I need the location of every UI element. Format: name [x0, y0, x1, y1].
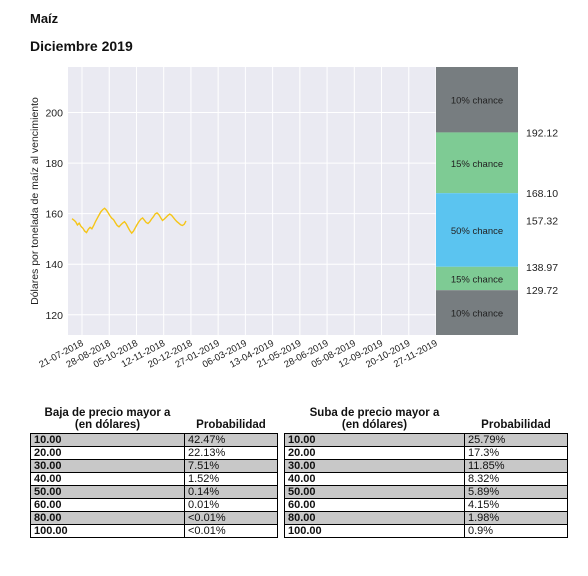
- drop-row-3: 40.00 1.52%: [30, 472, 278, 486]
- rise-row-5: 60.00 4.15%: [284, 498, 568, 512]
- level-0: 192.12: [526, 127, 558, 139]
- rise-threshold: 60.00: [284, 498, 465, 512]
- rise-probability: 17.3%: [464, 446, 568, 460]
- price-probability-chart: 10% chance 15% chance 50% chance 15% chance…: [29, 67, 558, 371]
- rise-threshold: 80.00: [284, 511, 465, 525]
- price-rise-table: Suba de precio mayor a (en dólares) Proba…: [284, 407, 568, 538]
- contract-title: Diciembre 2019: [30, 38, 133, 54]
- y-tick-1: 140: [45, 259, 63, 271]
- drop-probability: <0.01%: [184, 524, 278, 538]
- drop-threshold: 100.00: [30, 524, 185, 538]
- y-axis-label: Dólares por tonelada de maíz al vencimie…: [29, 97, 41, 305]
- rise-threshold: 50.00: [284, 485, 465, 499]
- band-2: [436, 193, 518, 267]
- rise-probability: 11.85%: [464, 459, 568, 473]
- drop-threshold: 10.00: [30, 433, 185, 447]
- rise-row-1: 20.00 17.3%: [284, 446, 568, 460]
- drop-probability: 7.51%: [184, 459, 278, 473]
- rise-header-probability: Probabilidad: [481, 419, 551, 431]
- rise-threshold: 40.00: [284, 472, 465, 486]
- band-label-1: 15% chance: [451, 159, 503, 170]
- band-label-0: 10% chance: [451, 96, 503, 107]
- band-label-4: 10% chance: [451, 309, 503, 320]
- drop-probability: 0.14%: [184, 485, 278, 499]
- probability-bands: 10% chance 15% chance 50% chance 15% chance…: [436, 67, 518, 335]
- rise-threshold: 10.00: [284, 433, 465, 447]
- rise-row-6: 80.00 1.98%: [284, 511, 568, 525]
- drop-row-4: 50.00 0.14%: [30, 485, 278, 499]
- level-3: 138.97: [526, 262, 558, 274]
- price-drop-table: Baja de precio mayor a (en dólares) Proba…: [30, 407, 278, 538]
- rise-row-7: 100.00 0.9%: [284, 524, 568, 538]
- drop-header-label: Baja de precio mayor a (en dólares): [44, 407, 171, 431]
- drop-row-7: 100.00 <0.01%: [30, 524, 278, 538]
- rise-probability: 25.79%: [464, 433, 568, 447]
- level-1: 168.10: [526, 188, 558, 200]
- drop-probability: 42.47%: [184, 433, 278, 447]
- drop-threshold: 30.00: [30, 459, 185, 473]
- commodity-title: Maíz: [30, 11, 59, 26]
- rise-row-0: 10.00 25.79%: [284, 433, 568, 447]
- drop-probability: 0.01%: [184, 498, 278, 512]
- drop-row-5: 60.00 0.01%: [30, 498, 278, 512]
- drop-probability: 1.52%: [184, 472, 278, 486]
- band-1: [436, 132, 518, 194]
- drop-threshold: 20.00: [30, 446, 185, 460]
- drop-row-1: 20.00 22.13%: [30, 446, 278, 460]
- drop-threshold: 60.00: [30, 498, 185, 512]
- band-level-labels: 192.12 168.10 157.32 138.97 129.72: [526, 127, 558, 297]
- rise-probability: 4.15%: [464, 498, 568, 512]
- x-axis-ticks: 21-07-201828-08-201805-10-201812-11-2018…: [37, 338, 439, 371]
- rise-header-label: Suba de precio mayor a (en dólares): [309, 407, 440, 431]
- y-tick-0: 120: [45, 310, 63, 322]
- y-tick-2: 160: [45, 209, 63, 221]
- rise-threshold: 20.00: [284, 446, 465, 460]
- y-tick-3: 180: [45, 158, 63, 170]
- drop-threshold: 50.00: [30, 485, 185, 499]
- y-tick-4: 200: [45, 108, 63, 120]
- band-label-3: 15% chance: [451, 275, 503, 286]
- y-axis-ticks: 120 140 160 180 200: [45, 108, 63, 322]
- drop-row-6: 80.00 <0.01%: [30, 511, 278, 525]
- band-label-2: 50% chance: [451, 226, 503, 237]
- band-0: [436, 67, 518, 133]
- rise-probability: 5.89%: [464, 485, 568, 499]
- band-4: [436, 290, 518, 335]
- rise-threshold: 30.00: [284, 459, 465, 473]
- level-4: 129.72: [526, 285, 558, 297]
- rise-row-2: 30.00 11.85%: [284, 459, 568, 473]
- drop-row-0: 10.00 42.47%: [30, 433, 278, 447]
- drop-row-2: 30.00 7.51%: [30, 459, 278, 473]
- price-line: [71, 207, 187, 235]
- drop-probability: 22.13%: [184, 446, 278, 460]
- drop-probability: <0.01%: [184, 511, 278, 525]
- band-3: [436, 266, 518, 291]
- drop-threshold: 40.00: [30, 472, 185, 486]
- rise-probability: 1.98%: [464, 511, 568, 525]
- drop-header-probability: Probabilidad: [196, 419, 266, 431]
- rise-probability: 8.32%: [464, 472, 568, 486]
- level-2: 157.32: [526, 215, 558, 227]
- rise-row-3: 40.00 8.32%: [284, 472, 568, 486]
- drop-threshold: 80.00: [30, 511, 185, 525]
- rise-probability: 0.9%: [464, 524, 568, 538]
- rise-threshold: 100.00: [284, 524, 465, 538]
- rise-row-4: 50.00 5.89%: [284, 485, 568, 499]
- plot-area: [68, 67, 436, 335]
